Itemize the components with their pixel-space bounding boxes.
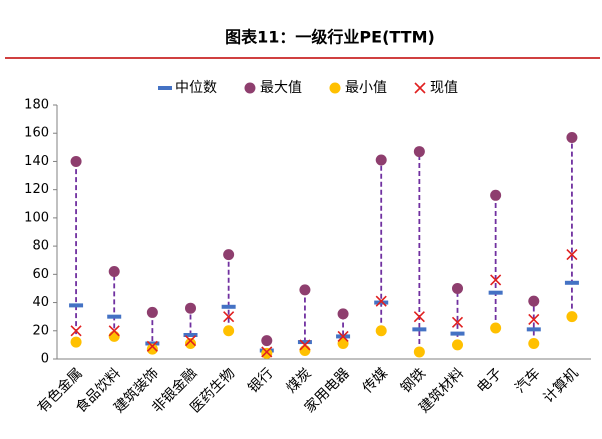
y-tick-label: 60 [32,267,49,282]
marker [375,295,387,307]
marker [299,284,311,296]
y-tick-label: 120 [24,182,49,197]
legend-symbol [414,82,426,94]
x-tick-label: 传媒 [360,365,391,396]
x-tick-label: 汽车 [512,365,544,397]
legend-label: 现值 [430,80,458,96]
legend-label: 最大值 [260,80,302,96]
y-tick-label: 20 [32,323,49,338]
marker [185,302,196,314]
marker [146,343,158,355]
y-tick-label: 0 [41,352,49,367]
x-tick-label: 电子 [474,365,505,396]
marker [185,337,196,349]
marker [337,308,349,320]
x-tick-label: 煤炭 [283,365,314,396]
marker [184,335,197,347]
marker [413,346,425,358]
marker [108,266,120,278]
marker [108,325,120,337]
marker [375,325,387,337]
marker [70,325,82,337]
marker [451,316,464,328]
marker [70,336,82,348]
marker [146,340,158,352]
marker [452,282,463,294]
marker [490,274,502,286]
marker [261,346,273,358]
marker [452,339,463,351]
marker [490,189,502,201]
marker [299,339,311,351]
marker [223,249,235,261]
marker [413,311,425,323]
legend-label: 中位数 [175,80,217,96]
y-tick-label: 80 [32,239,49,254]
marker [528,337,540,349]
marker [413,146,425,158]
marker [337,337,349,349]
legend-label: 最小值 [345,80,387,96]
y-tick-label: 100 [24,210,49,225]
marker [528,313,540,326]
y-tick-label: 40 [32,295,49,310]
marker [337,330,349,342]
marker [566,249,578,261]
legend-symbol [329,82,341,94]
x-tick-label: 银行 [245,365,276,396]
marker [490,322,502,334]
marker [299,345,311,357]
marker [375,154,387,166]
marker [70,155,82,167]
marker [261,335,273,347]
y-tick-label: 140 [24,154,49,169]
x-tick-label: 钢铁 [398,365,429,396]
marker [223,311,235,323]
marker [261,347,273,359]
marker [566,131,578,143]
y-tick-label: 180 [24,98,49,113]
marker [108,330,120,342]
marker [146,306,158,318]
marker [528,295,540,307]
marker [223,325,235,337]
x-tick-label: 计算机 [541,365,582,406]
chart-title: 图表11：一级行业PE(TTM) [225,28,435,47]
legend-symbol [244,82,256,94]
marker [566,311,578,323]
y-tick-label: 160 [24,126,49,141]
